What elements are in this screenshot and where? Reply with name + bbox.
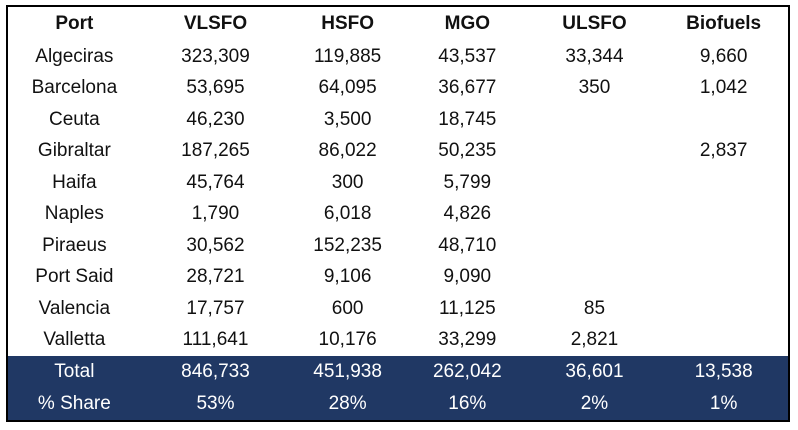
table-cell: 48,710 <box>438 234 497 256</box>
table-cell: 2,821 <box>570 329 619 351</box>
row-label: Piraeus <box>42 234 107 256</box>
table-cell <box>530 104 660 136</box>
table-cell: 1,042 <box>699 77 748 99</box>
table-cell: 152,235 <box>313 234 382 256</box>
table-cell: 13,538 <box>694 361 753 382</box>
table-cell: 323,309 <box>181 45 250 67</box>
table-cell: 6,018 <box>323 203 372 225</box>
table-cell <box>659 325 789 357</box>
table-row: Gibraltar 187,265 86,022 50,235 2,837 <box>7 136 789 168</box>
table-cell: 46,230 <box>186 108 245 130</box>
table-cell: 9,106 <box>323 266 372 288</box>
table-cell: 17,757 <box>186 297 245 319</box>
table-cell: 111,641 <box>182 329 249 351</box>
table-cell: 64,095 <box>318 77 377 99</box>
table-row: Algeciras 323,309 119,885 43,537 33,344 9,660 <box>7 41 789 73</box>
table-cell: 36,677 <box>438 77 497 99</box>
column-header-hsfo: HSFO <box>321 13 374 34</box>
table-cell: 33,344 <box>565 45 624 67</box>
table-cell <box>659 104 789 136</box>
table-cell: 18,745 <box>438 108 497 130</box>
table-cell: 1,790 <box>191 203 240 225</box>
header-row: Port VLSFO HSFO MGO ULSFO Biofuels <box>7 6 789 41</box>
row-label: Total <box>54 361 95 382</box>
table-cell: 28,721 <box>186 266 245 288</box>
table-cell: 53% <box>196 393 235 414</box>
row-label: Algeciras <box>35 45 114 67</box>
row-label: Naples <box>44 203 104 225</box>
table-cell <box>659 262 789 294</box>
table-cell: 11,125 <box>438 297 496 319</box>
table-row: Barcelona 53,695 64,095 36,677 350 1,042 <box>7 73 789 105</box>
table-cell: 43,537 <box>438 45 497 67</box>
table-cell: 600 <box>331 297 364 319</box>
row-label: Ceuta <box>49 108 100 130</box>
table-cell: 4,826 <box>443 203 492 225</box>
table-cell <box>659 167 789 199</box>
table-cell: 36,601 <box>565 361 624 382</box>
row-label: Port Said <box>35 266 114 288</box>
table-cell: 2,837 <box>699 140 748 162</box>
table-cell: 187,265 <box>181 140 250 162</box>
table-cell: 53,695 <box>186 77 245 99</box>
table-cell <box>530 230 660 262</box>
table-cell: 86,022 <box>318 140 377 162</box>
table-cell: 350 <box>578 77 611 99</box>
column-header-ulsfo: ULSFO <box>562 13 627 34</box>
table-cell: 50,235 <box>438 140 497 162</box>
table-cell <box>530 262 660 294</box>
table-cell: 2% <box>580 393 609 414</box>
table-cell: 1% <box>709 393 738 414</box>
summary-row: % Share 53% 28% 16% 2% 1% <box>7 388 789 421</box>
row-label: Gibraltar <box>37 140 111 162</box>
table-cell <box>530 167 660 199</box>
table-row: Naples 1,790 6,018 4,826 <box>7 199 789 231</box>
table-cell <box>530 136 660 168</box>
bunker-fuel-table: Port VLSFO HSFO MGO ULSFO Biofuels Algeciras 3… <box>6 5 790 422</box>
table-cell: 10,176 <box>318 329 377 351</box>
column-header-mgo: MGO <box>444 13 491 34</box>
table-cell: 30,562 <box>186 234 245 256</box>
table-row: Haifa 45,764 300 5,799 <box>7 167 789 199</box>
column-header-biofuels: Biofuels <box>686 13 762 34</box>
table-cell: 45,764 <box>186 171 245 193</box>
table-cell <box>530 199 660 231</box>
row-label: Haifa <box>52 171 97 193</box>
table-cell: 3,500 <box>323 108 372 130</box>
table-cell: 9,660 <box>699 45 748 67</box>
table-cell: 33,299 <box>438 329 497 351</box>
table-cell: 119,885 <box>313 45 382 67</box>
table-row: Piraeus 30,562 152,235 48,710 <box>7 230 789 262</box>
table-cell: 85 <box>583 297 606 319</box>
row-label: Valencia <box>38 297 111 319</box>
table-cell: 846,733 <box>181 361 250 382</box>
table-cell: 28% <box>328 393 367 414</box>
table-cell <box>659 199 789 231</box>
column-header-vlsfo: VLSFO <box>183 13 248 34</box>
table-cell: 9,090 <box>443 266 492 288</box>
table-cell <box>659 230 789 262</box>
summary-row: Total 846,733 451,938 262,042 36,601 13,538 <box>7 356 789 388</box>
table-row: Port Said 28,721 9,106 9,090 <box>7 262 789 294</box>
table-row: Valencia 17,757 600 11,125 85 <box>7 293 789 325</box>
table-cell <box>659 293 789 325</box>
row-label: Barcelona <box>31 77 118 99</box>
table-cell: 262,042 <box>432 361 502 382</box>
table-row: Ceuta 46,230 3,500 18,745 <box>7 104 789 136</box>
column-header-port: Port <box>55 13 94 34</box>
row-label: Valletta <box>43 329 106 351</box>
table-row: Valletta 111,641 10,176 33,299 2,821 <box>7 325 789 357</box>
table-cell: 16% <box>448 393 487 414</box>
table-cell: 5,799 <box>443 171 492 193</box>
table-cell: 451,938 <box>313 361 382 382</box>
table-cell: 300 <box>331 171 364 193</box>
row-label: % Share <box>37 393 111 414</box>
